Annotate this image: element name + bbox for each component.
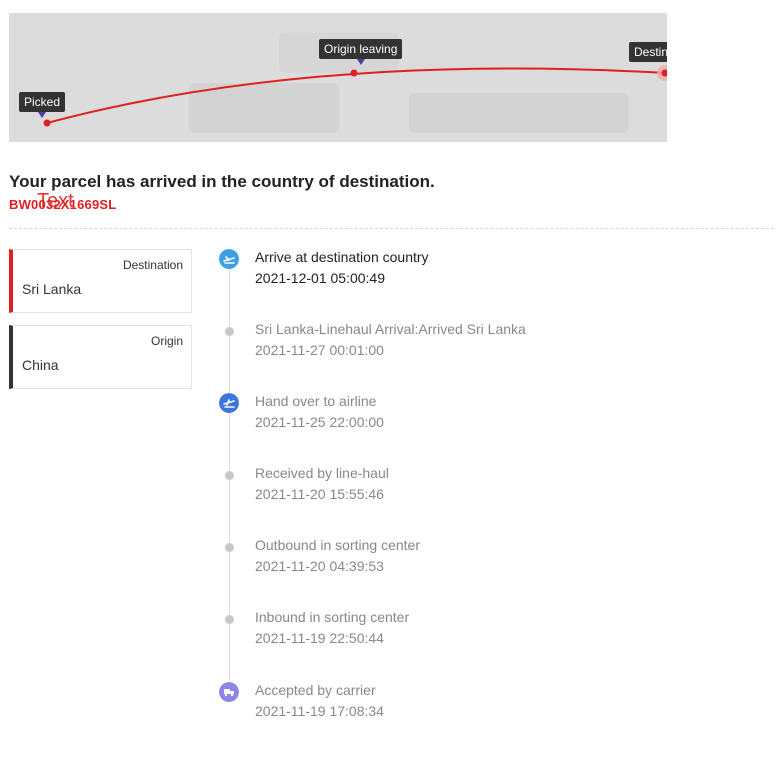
event-title: Inbound in sorting center xyxy=(255,609,410,625)
map-background xyxy=(43,33,667,133)
destination-card: Destination Sri Lanka xyxy=(9,249,192,313)
timeline-event: Received by line-haul 2021-11-20 15:55:4… xyxy=(218,464,758,514)
route-map: Picked Origin leaving Destination arrive… xyxy=(9,13,667,142)
event-time: 2021-11-20 15:55:46 xyxy=(255,486,384,502)
timeline-event: Accepted by carrier 2021-11-19 17:08:34 xyxy=(218,681,758,731)
dot-icon xyxy=(218,536,240,558)
destination-value: Sri Lanka xyxy=(22,281,82,297)
timeline-event: Hand over to airline 2021-11-25 22:00:00 xyxy=(218,392,758,442)
origin-leaving-point xyxy=(350,69,358,77)
event-title: Hand over to airline xyxy=(255,393,377,409)
dot-icon xyxy=(218,608,240,630)
plane-landing-icon xyxy=(218,248,240,270)
event-time: 2021-11-27 00:01:00 xyxy=(255,342,384,358)
dot-icon xyxy=(218,320,240,342)
overlay-text: Text xyxy=(37,190,74,212)
marker-picked: Picked xyxy=(19,92,66,118)
dashed-divider xyxy=(9,228,774,229)
marker-origin-leaving: Origin leaving xyxy=(319,39,403,65)
origin-value: China xyxy=(22,357,59,373)
origin-caption: Origin xyxy=(150,334,183,348)
event-title: Arrive at destination country xyxy=(255,249,429,265)
event-title: Sri Lanka-Linehaul Arrival:Arrived Sri L… xyxy=(255,321,526,337)
origin-card: Origin China xyxy=(9,325,192,389)
status-headline: Your parcel has arrived in the country o… xyxy=(9,172,435,191)
plane-takeoff-icon xyxy=(218,392,240,414)
timeline-event: Inbound in sorting center 2021-11-19 22:… xyxy=(218,608,758,658)
truck-icon xyxy=(218,681,240,703)
timeline-event: Outbound in sorting center 2021-11-20 04… xyxy=(218,536,758,586)
event-time: 2021-11-25 22:00:00 xyxy=(255,414,384,430)
marker-destination-arrived: Destination arrived xyxy=(629,42,667,62)
event-time: 2021-11-20 04:39:53 xyxy=(255,558,384,574)
timeline-event: Arrive at destination country 2021-12-01… xyxy=(218,248,758,298)
destination-point xyxy=(661,69,667,77)
event-title: Accepted by carrier xyxy=(255,682,376,698)
route-line xyxy=(46,67,667,124)
event-title: Received by line-haul xyxy=(255,465,389,481)
event-time: 2021-11-19 17:08:34 xyxy=(255,703,384,719)
event-time: 2021-11-19 22:50:44 xyxy=(255,630,384,646)
event-title: Outbound in sorting center xyxy=(255,537,420,553)
destination-caption: Destination xyxy=(122,258,183,272)
dot-icon xyxy=(218,464,240,486)
timeline-event: Sri Lanka-Linehaul Arrival:Arrived Sri L… xyxy=(218,320,758,370)
tracking-number: BW0032X1669SL xyxy=(9,197,117,212)
picked-point xyxy=(43,119,51,127)
event-time: 2021-12-01 05:00:49 xyxy=(255,270,385,286)
